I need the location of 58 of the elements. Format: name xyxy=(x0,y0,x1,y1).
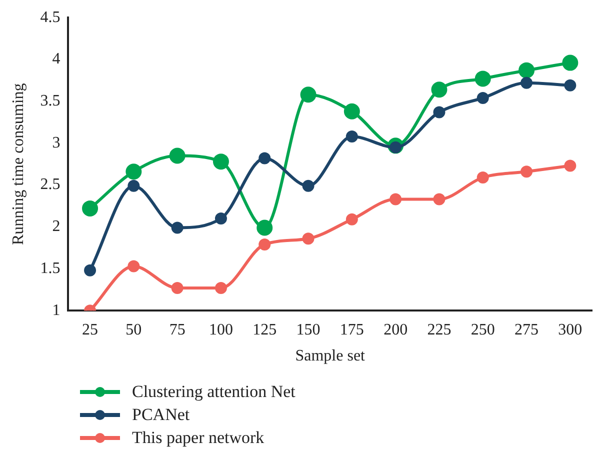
point xyxy=(258,238,271,250)
point xyxy=(258,152,271,164)
point xyxy=(520,76,533,89)
y-axis-title: Running time consuming xyxy=(10,83,27,245)
x-tick-label: 300 xyxy=(558,321,582,338)
point xyxy=(564,79,576,92)
point xyxy=(346,213,358,226)
y-tick-label: 1 xyxy=(52,302,60,319)
y-tick-label: 4.5 xyxy=(40,8,60,26)
legend-label: This paper network xyxy=(132,428,264,448)
point xyxy=(82,200,98,216)
legend-label: Clustering attention Net xyxy=(132,382,296,402)
x-tick-label: 75 xyxy=(169,321,186,338)
point xyxy=(212,154,229,170)
point xyxy=(433,193,446,206)
point xyxy=(171,222,184,234)
x-tick-label: 50 xyxy=(126,321,142,338)
x-tick-label: 150 xyxy=(296,321,320,338)
point xyxy=(171,282,184,294)
point xyxy=(520,166,533,178)
point xyxy=(344,103,360,120)
point xyxy=(126,164,142,180)
point xyxy=(562,54,578,71)
point xyxy=(433,106,446,118)
point xyxy=(128,180,140,192)
x-tick-label: 100 xyxy=(208,321,233,338)
point xyxy=(169,148,186,164)
point xyxy=(128,260,140,272)
point xyxy=(346,130,358,142)
point xyxy=(476,92,489,104)
point xyxy=(302,180,314,192)
point xyxy=(256,220,273,236)
point xyxy=(84,264,96,276)
x-tick-label: 250 xyxy=(470,321,495,338)
point xyxy=(518,62,535,78)
legend-label: PCANet xyxy=(132,404,190,424)
point xyxy=(214,212,227,225)
point xyxy=(390,193,402,206)
point xyxy=(431,82,448,98)
x-tick-label: 175 xyxy=(340,321,364,338)
point xyxy=(476,171,489,184)
point xyxy=(474,70,491,87)
x-tick-label: 200 xyxy=(384,321,408,338)
y-tick-label: 2.5 xyxy=(40,176,60,194)
point xyxy=(564,160,576,172)
point xyxy=(302,232,314,245)
y-tick-label: 3.5 xyxy=(40,92,60,110)
x-axis-title: Sample set xyxy=(295,348,366,365)
point xyxy=(214,282,227,294)
y-tick-label: 2 xyxy=(52,218,60,236)
x-tick-label: 225 xyxy=(427,321,452,338)
x-tick-label: 125 xyxy=(252,321,277,338)
y-tick-label: 1.5 xyxy=(40,260,60,277)
y-tick-label: 4 xyxy=(52,50,60,68)
y-tick-label: 3 xyxy=(52,134,60,152)
x-tick-label: 25 xyxy=(82,321,98,338)
x-tick-label: 275 xyxy=(514,321,539,338)
point xyxy=(300,86,316,103)
